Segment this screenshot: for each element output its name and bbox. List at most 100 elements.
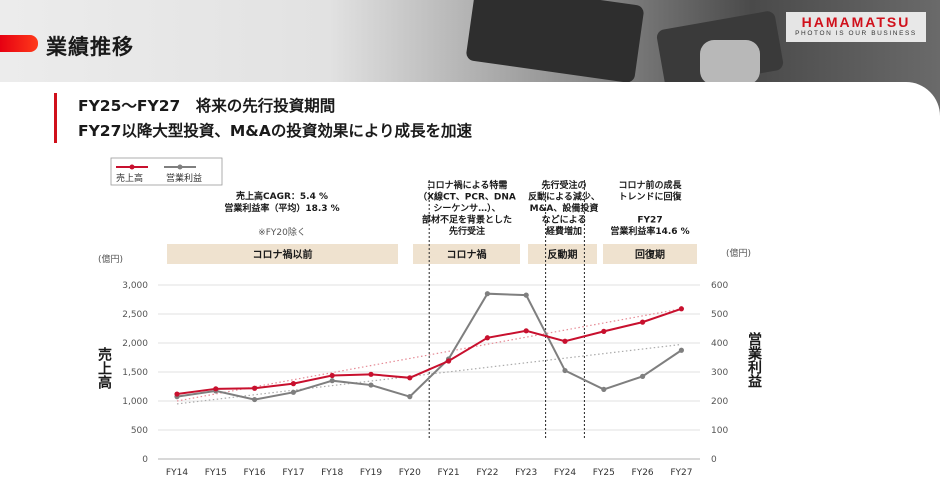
- annotation-line: 経費増加: [546, 225, 582, 237]
- right-tick-label: 200: [711, 397, 728, 407]
- period-label: 反動期: [548, 248, 578, 261]
- sales-line: [176, 307, 682, 396]
- profit-point: [523, 292, 529, 298]
- series-lines: [174, 291, 685, 403]
- right-tick-label: 400: [711, 339, 728, 349]
- sales-point: [213, 386, 219, 392]
- annotation-line: 売上高CAGR：5.4 %: [236, 190, 328, 202]
- profit-point: [368, 382, 374, 388]
- legend-profit-marker: [177, 164, 183, 170]
- annotation-line: 先行受注の: [541, 179, 586, 191]
- profit-point: [290, 389, 296, 395]
- x-tick-label: FY20: [399, 468, 421, 478]
- right-tick-label: 300: [711, 368, 728, 378]
- heading-line-2: FY27以降大型投資、M&Aの投資効果により成長を加速: [78, 122, 473, 140]
- annotation-line: 先行受注: [449, 225, 485, 237]
- period-annotations: 売上高CAGR：5.4 %営業利益率（平均）18.3 % ※FY20除く コロナ禍に…: [224, 179, 689, 238]
- period-band: [413, 244, 520, 264]
- profit-point: [407, 394, 413, 400]
- right-axis-ticks: 0 100 200 300 400 500 600: [711, 281, 728, 465]
- x-tick-label: FY17: [282, 468, 304, 478]
- right-axis-title: 営業利益: [746, 331, 763, 388]
- sales-point: [252, 385, 258, 391]
- sales-point: [446, 358, 452, 364]
- left-tick-label: 1,500: [122, 368, 148, 378]
- right-tick-label: 500: [711, 310, 728, 320]
- legend-profit-label: 営業利益: [166, 172, 202, 184]
- trendlines: [176, 308, 682, 405]
- period-band: [167, 244, 398, 264]
- period-label: 回復期: [635, 248, 665, 261]
- legend-sales-label: 売上高: [116, 172, 143, 184]
- company-logo: HAMAMATSU PHOTON IS OUR BUSINESS: [786, 12, 926, 42]
- x-tick-label: FY16: [244, 468, 266, 478]
- left-tick-label: 3,000: [122, 281, 148, 291]
- sales-point: [523, 328, 529, 334]
- x-tick-label: FY18: [321, 468, 343, 478]
- annotation-line: 部材不足を背景とした: [422, 214, 512, 226]
- sales-point: [484, 335, 490, 341]
- title-accent-bar: [0, 35, 38, 52]
- x-tick-label: FY19: [360, 468, 382, 478]
- annotation-line: （X線CT、PCR、DNA: [418, 191, 516, 203]
- sales-point: [329, 372, 335, 379]
- x-tick-label: FY26: [632, 468, 654, 478]
- annotation-line: 営業利益率14.6 %: [610, 225, 689, 237]
- right-tick-label: 600: [711, 281, 728, 291]
- period-band: [603, 244, 697, 264]
- left-axis-ticks: 0 500 1,000 1,500 2,000 2,500 3,000: [122, 281, 148, 465]
- annotation-line: M&A、設備投資: [530, 202, 599, 214]
- x-tick-label: FY21: [438, 468, 460, 478]
- period-bands: コロナ禍以前 コロナ禍 反動期 回復期: [167, 244, 697, 264]
- right-tick-label: 0: [711, 455, 717, 465]
- annotation-line: コロナ前の成長: [618, 179, 682, 191]
- chart-legend: 売上高 営業利益: [110, 157, 223, 186]
- right-axis-unit: (億円): [726, 247, 751, 259]
- period-label: コロナ禍: [447, 248, 487, 261]
- x-axis-ticks: FY14 FY15 FY16 FY17 FY18 FY19 FY20 FY21 FY22 FY23…: [166, 468, 693, 478]
- x-tick-label: FY15: [205, 468, 227, 478]
- profit-point: [601, 386, 607, 392]
- sales-point: [407, 375, 413, 381]
- sales-point: [678, 306, 685, 312]
- annotation-line: 営業利益率（平均）18.3 %: [224, 202, 339, 214]
- logo-tagline: PHOTON IS OUR BUSINESS: [795, 30, 917, 37]
- sales-trendline: [176, 308, 682, 402]
- legend-box: [110, 157, 223, 186]
- sales-point: [562, 338, 568, 344]
- right-tick-label: 100: [711, 426, 728, 436]
- annotation-line: 反動による減少、: [528, 191, 600, 203]
- left-axis-title: 売上高: [96, 346, 112, 390]
- content-card: [0, 82, 940, 503]
- profit-point: [329, 378, 335, 384]
- background-glass: [700, 40, 760, 85]
- x-tick-label: FY25: [593, 468, 615, 478]
- x-tick-label: FY24: [554, 468, 576, 478]
- annotation-line: コロナ禍による特需: [427, 179, 508, 191]
- page-title: 業績推移: [46, 35, 134, 59]
- annotation-line: シーケンサ…）、: [433, 203, 500, 214]
- heading-accent-line: [54, 93, 57, 143]
- left-tick-label: 1,000: [122, 397, 148, 407]
- annotation-line: などによる: [542, 214, 587, 226]
- left-axis-unit: (億円): [98, 253, 123, 265]
- x-tick-label: FY23: [515, 468, 537, 478]
- period-label: コロナ禍以前: [253, 248, 313, 261]
- annotation-line: FY27: [637, 216, 662, 226]
- left-tick-label: 500: [131, 426, 148, 436]
- sales-point: [174, 391, 180, 397]
- period-dividers: [428, 180, 585, 438]
- sales-point: [368, 371, 374, 377]
- logo-name: HAMAMATSU: [801, 14, 911, 30]
- profit-point: [484, 291, 490, 297]
- left-tick-label: 2,500: [122, 310, 148, 320]
- x-tick-label: FY22: [476, 468, 498, 478]
- profit-point: [678, 347, 685, 353]
- profit-point: [252, 396, 258, 403]
- left-tick-label: 0: [142, 455, 148, 465]
- profit-point: [562, 367, 568, 374]
- x-tick-label: FY27: [670, 468, 692, 478]
- left-tick-label: 2,000: [122, 339, 148, 349]
- annotation-line: トレンドに回復: [618, 191, 682, 203]
